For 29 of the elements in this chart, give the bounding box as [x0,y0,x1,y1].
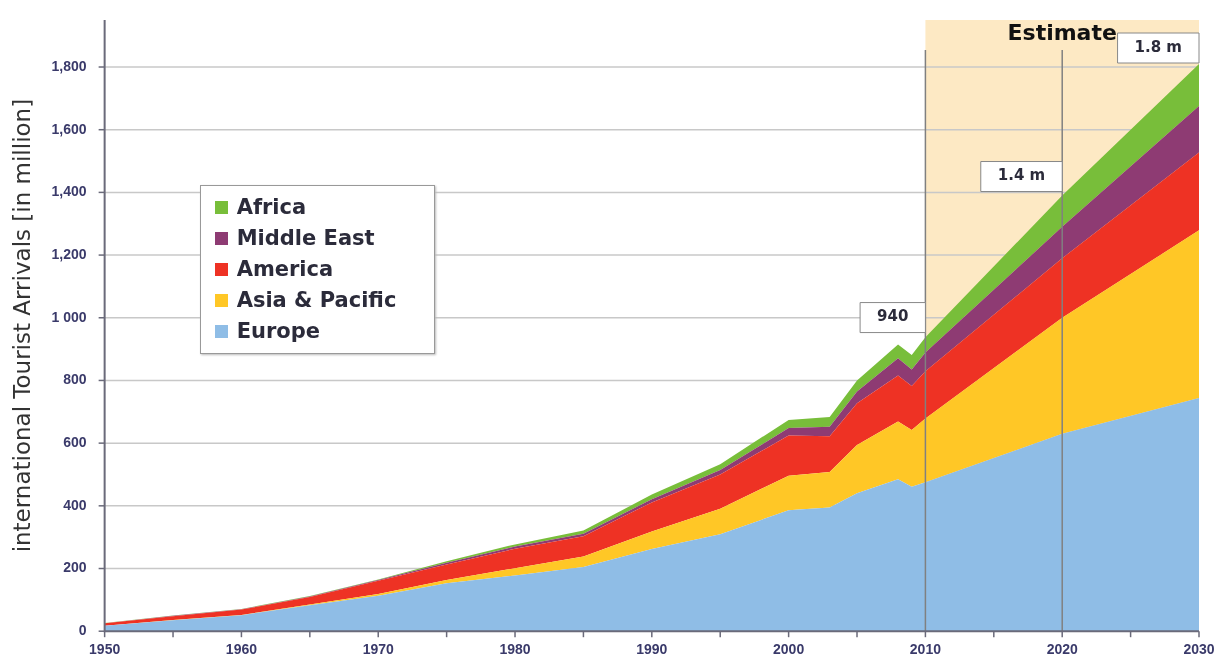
annotation: 1.8 m [1134,37,1183,56]
x-tick-label: 1980 [499,641,531,658]
x-tick-label: 1950 [89,641,121,658]
y-tick-label: 1 000 [51,308,87,325]
y-tick-label: 1,800 [51,57,87,74]
y-axis-title: international Tourist Arrivals [in million] [8,98,35,553]
legend-label: Europe [236,318,320,345]
annotation: 940 [877,307,909,326]
x-tick-label: 1960 [225,641,258,658]
y-tick-label: 1,200 [51,245,87,262]
y-tick-label: 600 [63,434,87,450]
y-tick-label: 400 [63,496,87,513]
annotation: 1.4 m [997,166,1046,185]
y-tick-label: 200 [63,559,87,576]
y-tick-label: 1,600 [51,120,87,137]
legend-label: Africa [236,194,307,221]
legend-label: Middle East [236,225,375,252]
x-tick-label: 2020 [1046,641,1078,658]
x-tick-label: 1990 [636,641,668,658]
y-tick-label: 1,400 [51,183,87,200]
legend-label: Asia & Pacific [236,287,397,314]
x-tick-label: 2010 [909,641,942,658]
band-label: Estimate [1007,19,1117,45]
x-tick-label: 2030 [1183,641,1215,658]
y-tick-label: 800 [63,371,87,388]
y-tick-label: 0 [78,622,87,639]
x-tick-label: 1970 [362,641,395,658]
legend-label: America [236,256,334,283]
x-tick-label: 2000 [773,641,805,658]
